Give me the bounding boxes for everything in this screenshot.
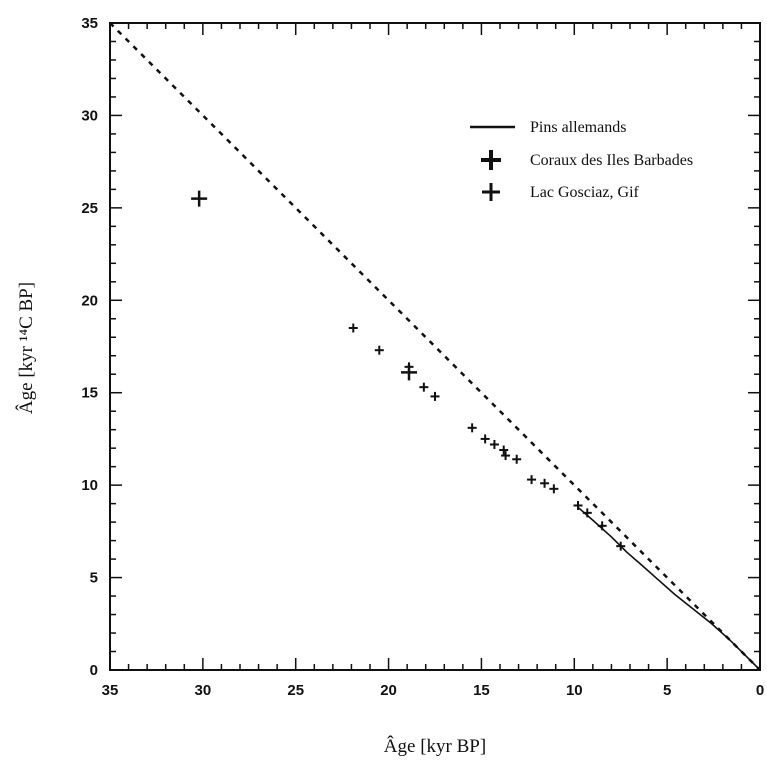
point-gosciaz (499, 445, 509, 455)
point-coraux (191, 190, 208, 207)
legend-label-1: Coraux des Iles Barbades (530, 152, 693, 169)
point-gosciaz (540, 478, 550, 488)
point-gosciaz (374, 345, 384, 355)
y-tick-label: 0 (90, 662, 98, 679)
x-tick-label: 30 (195, 682, 212, 699)
reference-line (109, 22, 761, 671)
legend-swatch-cross-large (481, 150, 501, 170)
point-gosciaz (348, 323, 358, 333)
point-gosciaz (582, 508, 592, 518)
series-line-pins-allemands (577, 506, 761, 671)
point-gosciaz (549, 484, 559, 494)
point-gosciaz (597, 521, 607, 531)
point-gosciaz (467, 423, 477, 433)
point-gosciaz (527, 475, 537, 485)
point-gosciaz (419, 382, 429, 392)
x-tick-label: 35 (102, 682, 119, 699)
x-axis-title: Âge [kyr BP] (384, 735, 486, 757)
point-gosciaz (512, 454, 522, 464)
y-tick-label: 30 (81, 107, 98, 124)
x-tick-label: 15 (473, 682, 490, 699)
y-tick-label: 25 (81, 200, 98, 217)
point-gosciaz (573, 500, 583, 510)
x-tick-label: 25 (287, 682, 304, 699)
y-tick-label: 15 (81, 385, 98, 402)
x-tick-label: 20 (380, 682, 397, 699)
x-tick-label: 0 (756, 682, 764, 699)
legend-label-0: Pins allemands (530, 119, 626, 136)
point-gosciaz (430, 391, 440, 401)
x-tick-label: 10 (566, 682, 583, 699)
x-tick-label: 5 (663, 682, 671, 699)
y-tick-label: 10 (81, 477, 98, 494)
y-tick-label: 5 (90, 570, 98, 587)
plot-frame (109, 22, 761, 671)
point-gosciaz (616, 541, 626, 551)
legend-swatch-cross-small (482, 183, 500, 201)
axis-ticks: 35 30 25 20 15 10 5 0 0 5 10 15 20 25 30 35 (81, 15, 764, 699)
legend: Pins allemands Coraux des Iles Barbades … (470, 119, 693, 201)
legend-label-2: Lac Gosciaz, Gif (530, 184, 640, 201)
y-axis-title: Âge [kyr ¹⁴C BP] (15, 282, 37, 414)
data-points (191, 190, 626, 551)
point-gosciaz (489, 439, 499, 449)
y-tick-label: 35 (81, 15, 98, 32)
point-gosciaz (501, 451, 511, 461)
y-tick-label: 20 (81, 292, 98, 309)
point-gosciaz (480, 434, 490, 444)
point-gosciaz (404, 362, 414, 372)
